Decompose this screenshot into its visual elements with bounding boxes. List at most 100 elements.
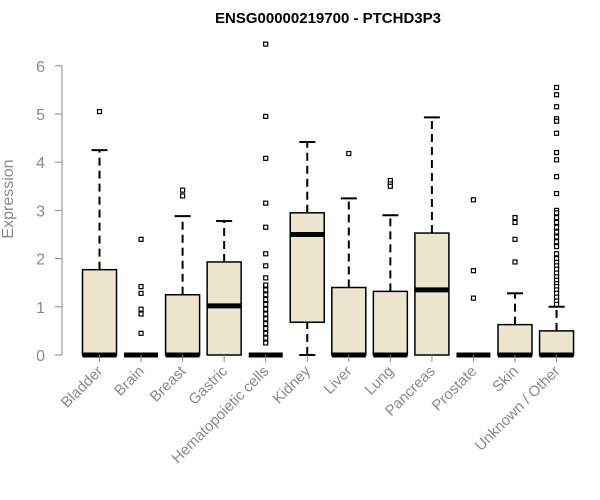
outlier-point (553, 118, 560, 124)
outlier-point (470, 295, 477, 301)
outlier-point (263, 321, 269, 327)
outlier-point (263, 311, 269, 317)
outlier-point (263, 275, 269, 281)
outlier-point (553, 149, 560, 156)
outlier-point (553, 210, 560, 216)
outlier-point (553, 215, 560, 221)
outlier-point (180, 193, 186, 199)
box-iqr (331, 286, 367, 356)
outlier-point (263, 200, 269, 206)
box-iqr (81, 268, 118, 356)
outlier-point (553, 219, 560, 226)
y-tick-label: 5 (36, 107, 45, 124)
outlier-point (263, 224, 269, 230)
outlier-point (553, 239, 560, 245)
outlier-point (138, 330, 144, 336)
outlier-point (263, 316, 269, 322)
outlier-point (553, 104, 560, 110)
box-iqr (497, 323, 533, 356)
outlier-point (553, 190, 560, 197)
outlier-point (138, 290, 144, 296)
outlier-point (263, 282, 269, 288)
outlier-point (96, 108, 103, 115)
outlier-point (470, 268, 477, 274)
outlier-point (553, 234, 560, 240)
y-tick-label: 4 (36, 155, 45, 172)
outlier-point (263, 292, 269, 298)
outlier-point (553, 157, 560, 163)
box-hematopoietic-cells (248, 41, 283, 358)
box-iqr (164, 294, 201, 356)
x-tick-label: Bladder (58, 363, 107, 412)
outlier-point (512, 259, 518, 265)
box-skin (497, 215, 533, 358)
outlier-point (263, 113, 269, 120)
outlier-point (346, 150, 352, 157)
outlier-point (553, 174, 560, 180)
outlier-point (512, 219, 518, 226)
y-axis-label: Expression (0, 159, 17, 238)
outlier-point (263, 41, 269, 47)
x-tick-label: Skin (489, 363, 522, 396)
outlier-point (553, 301, 560, 307)
box-iqr (206, 261, 242, 356)
y-ticks: 0 1 2 3 4 5 6 (36, 59, 62, 365)
x-tick-label: Breast (147, 362, 190, 405)
box-iqr (414, 232, 450, 356)
x-tick-label: Prostate (429, 363, 481, 415)
outlier-point (263, 251, 269, 257)
outlier-point (263, 296, 269, 303)
y-tick-label: 6 (36, 59, 45, 76)
outlier-point (138, 311, 144, 317)
box-iqr (289, 212, 325, 323)
outlier-point (553, 84, 560, 91)
outlier-point (263, 287, 269, 293)
outlier-point (138, 236, 144, 242)
box-prostate (456, 197, 491, 358)
outlier-point (512, 236, 518, 242)
outlier-point (138, 283, 144, 290)
box-unknown-other (538, 84, 575, 358)
box-breast (164, 187, 201, 358)
box-lung (372, 177, 409, 358)
x-tick-label: Brain (111, 363, 148, 400)
outlier-point (263, 330, 269, 336)
y-tick-label: 0 (36, 348, 45, 365)
box-bladder (81, 108, 118, 358)
outlier-point (263, 340, 269, 346)
box-iqr (372, 290, 409, 356)
outlier-point (263, 155, 269, 161)
box-pancreas (414, 116, 450, 356)
outlier-point (387, 183, 393, 189)
outlier-point (138, 306, 144, 312)
outlier-point (512, 215, 518, 221)
y-axis: 0 1 2 3 4 5 6 (36, 59, 63, 365)
outlier-point (553, 243, 560, 250)
y-tick-label: 3 (36, 203, 45, 220)
outlier-point (553, 224, 560, 230)
x-tick-label: Lung (362, 363, 398, 399)
box-brain (124, 236, 159, 358)
x-tick-label: Kidney (270, 362, 315, 407)
chart-title: ENSG00000219700 - PTCHD3P3 (215, 10, 441, 27)
outlier-point (553, 251, 560, 257)
boxes-layer (81, 41, 575, 358)
outlier-point (553, 130, 560, 136)
outlier-point (263, 301, 269, 307)
box-iqr (538, 330, 575, 356)
box-liver (331, 150, 367, 358)
outlier-point (180, 187, 186, 193)
outlier-point (263, 335, 269, 341)
y-tick-label: 1 (36, 300, 45, 317)
outlier-point (553, 229, 560, 235)
outlier-point (263, 263, 269, 269)
x-tick-label: Liver (321, 363, 356, 398)
y-tick-label: 2 (36, 252, 45, 269)
box-kidney (289, 140, 325, 356)
outlier-point (263, 325, 269, 332)
outlier-point (263, 306, 269, 312)
outlier-point (470, 197, 477, 203)
outlier-point (553, 92, 560, 98)
